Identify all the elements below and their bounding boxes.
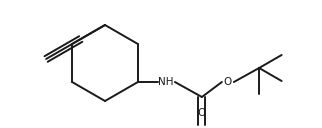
Text: NH: NH (158, 77, 174, 87)
Text: O: O (224, 77, 232, 87)
Text: O: O (198, 108, 206, 118)
